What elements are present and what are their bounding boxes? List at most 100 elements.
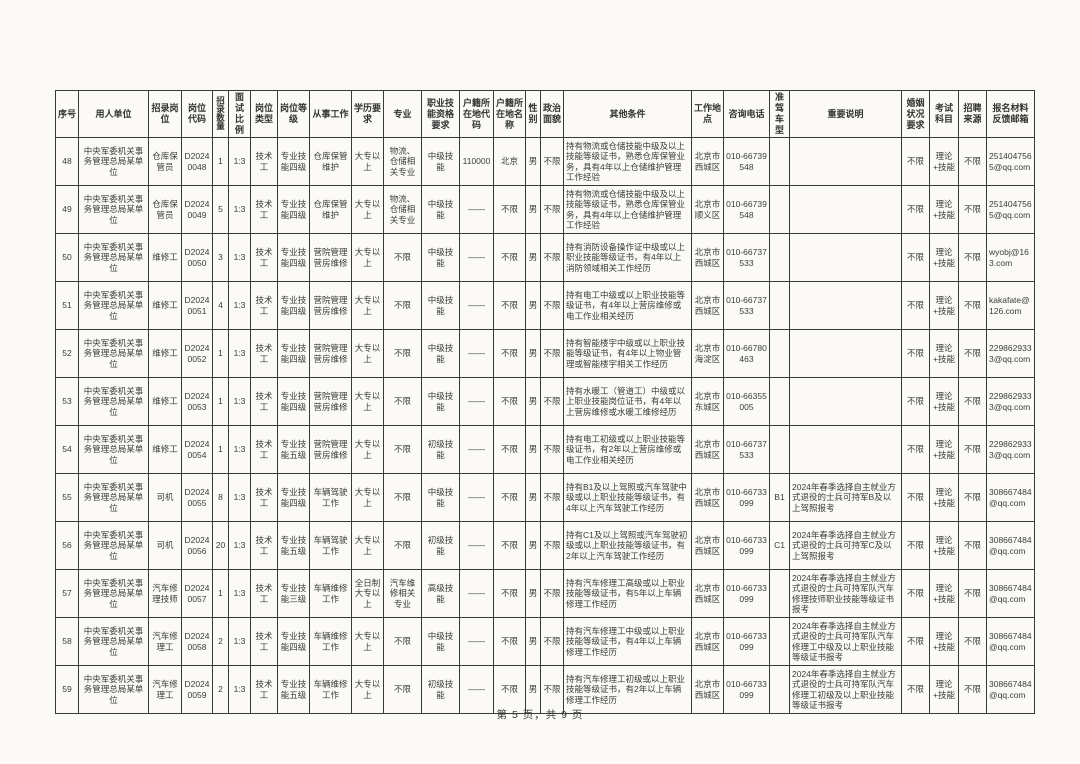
table-cell: 理论+技能 (929, 473, 959, 522)
table-cell: 男 (525, 185, 541, 234)
table-cell: 51 (55, 281, 79, 330)
table-cell: 不限 (901, 233, 930, 282)
table-cell: 司机 (148, 521, 182, 570)
table-cell: 不限 (958, 425, 987, 474)
table-cell: 不限 (901, 281, 930, 330)
table-cell: 专业技能四级 (277, 233, 310, 282)
table-cell: 不限 (383, 425, 422, 474)
table-cell: 不限 (958, 233, 987, 282)
table-cell: D20240050 (181, 233, 213, 282)
table-cell: 不限 (493, 329, 526, 378)
table-cell: 010-66733099 (723, 521, 770, 570)
table-cell: 不限 (958, 569, 987, 618)
table-cell: —— (459, 377, 494, 426)
table-cell: 不限 (493, 233, 526, 282)
table-cell: kakafate@126.com (986, 281, 1035, 330)
table-cell: 不限 (493, 521, 526, 570)
table-cell: 仓库保管员 (148, 185, 182, 234)
table-cell: 52 (55, 329, 79, 378)
table-cell: —— (459, 185, 494, 234)
table-cell: 技术工 (250, 569, 278, 618)
header-cell: 招录数量 (212, 90, 229, 138)
table-cell: 010-66737533 (723, 233, 770, 282)
table-cell: 不限 (540, 281, 564, 330)
table-cell: 车辆驾驶工作 (309, 521, 352, 570)
table-cell: D20240054 (181, 425, 213, 474)
table-cell: 不限 (540, 569, 564, 618)
table-cell: 车辆维修工作 (309, 665, 352, 714)
table-cell: B1 (769, 473, 790, 522)
table-cell: 5 (212, 185, 229, 234)
table-cell (769, 233, 790, 282)
table-cell: 物流、仓储相关专业 (383, 137, 422, 186)
table-cell: 8 (212, 473, 229, 522)
table-cell: 1 (212, 329, 229, 378)
table-cell: 不限 (540, 329, 564, 378)
table-cell: 专业技能五级 (277, 521, 310, 570)
table-cell: 2024年春季选择自主就业方式退役的士兵可持军C及以上驾照报考 (789, 521, 902, 570)
table-cell: 技术工 (250, 665, 278, 714)
header-cell: 面试比例 (228, 90, 251, 138)
table-cell: 理论+技能 (929, 377, 959, 426)
table-cell: 54 (55, 425, 79, 474)
table-cell: 物流、仓储相关专业 (383, 185, 422, 234)
table-cell: 技术工 (250, 233, 278, 282)
table-cell: 不限 (383, 329, 422, 378)
table-cell: 仓库保管维护 (309, 185, 352, 234)
header-cell: 婚姻状况要求 (901, 90, 930, 138)
header-cell: 政治面貌 (540, 90, 564, 138)
table-cell: 中央军委机关事务管理总局某单位 (78, 425, 149, 474)
table-cell: 持有汽车修理工初级或以上职业技能等级证书，有2年以上车辆修理工作经历 (563, 665, 692, 714)
table-cell: 308667484@qq.com (986, 569, 1035, 618)
table-cell: 不限 (901, 185, 930, 234)
table-cell: 1:3 (228, 521, 251, 570)
table-cell: 中央军委机关事务管理总局某单位 (78, 185, 149, 234)
table-cell: 专业技能五级 (277, 665, 310, 714)
table-cell: 大专以上 (351, 185, 384, 234)
table-cell: 3 (212, 233, 229, 282)
table-cell: 不限 (958, 329, 987, 378)
table-cell: 中央军委机关事务管理总局某单位 (78, 281, 149, 330)
table-cell: 010-66733099 (723, 665, 770, 714)
table-cell: 55 (55, 473, 79, 522)
table-cell: D20240049 (181, 185, 213, 234)
table-cell (789, 281, 902, 330)
table-cell: 技术工 (250, 329, 278, 378)
table-cell: 56 (55, 521, 79, 570)
table-cell: 20 (212, 521, 229, 570)
table-cell: 不限 (493, 569, 526, 618)
table-cell (789, 137, 902, 186)
table-cell: 59 (55, 665, 79, 714)
table-cell: 北京市西城区 (691, 473, 724, 522)
table-cell: 营院管理营房维修 (309, 377, 352, 426)
table-cell: 010-66733099 (723, 473, 770, 522)
header-row: 序号 用人单位 招录岗位 岗位代码 招录数量 面试比例 岗位类型 岗位等级 从事工作 学历要求 专业… (55, 90, 1035, 138)
table-cell (769, 377, 790, 426)
table-cell: 理论+技能 (929, 185, 959, 234)
table-cell: 仓库保管维护 (309, 137, 352, 186)
table-cell: 不限 (540, 617, 564, 666)
table-cell: 司机 (148, 473, 182, 522)
header-cell: 工作地点 (691, 90, 724, 138)
table-cell: 北京市西城区 (691, 617, 724, 666)
table-cell: 中央军委机关事务管理总局某单位 (78, 617, 149, 666)
table-cell: 技术工 (250, 521, 278, 570)
table-cell: 中级技能 (421, 185, 460, 234)
table-cell: 专业技能四级 (277, 137, 310, 186)
table-cell (789, 329, 902, 378)
table-cell: 车辆维修工作 (309, 569, 352, 618)
header-cell: 招聘来源 (958, 90, 987, 138)
header-cell: 咨询电话 (723, 90, 770, 138)
table-cell: 专业技能五级 (277, 425, 310, 474)
header-cell: 户籍所在地代码 (459, 90, 494, 138)
document-page: 序号 用人单位 招录岗位 岗位代码 招录数量 面试比例 岗位类型 岗位等级 从事工作 学历要求 专业… (55, 90, 1035, 714)
table-cell: 不限 (958, 377, 987, 426)
header-cell: 准驾车型 (769, 90, 790, 138)
table-cell: 不限 (901, 137, 930, 186)
table-cell: 不限 (493, 665, 526, 714)
table-cell: 不限 (901, 473, 930, 522)
table-row: 52 中央军委机关事务管理总局某单位 维修工 D20240052 1 1:3 技术工 专业技能… (55, 329, 1035, 378)
table-cell (769, 329, 790, 378)
table-cell: 2514047565@qq.com (986, 137, 1035, 186)
table-cell (769, 137, 790, 186)
